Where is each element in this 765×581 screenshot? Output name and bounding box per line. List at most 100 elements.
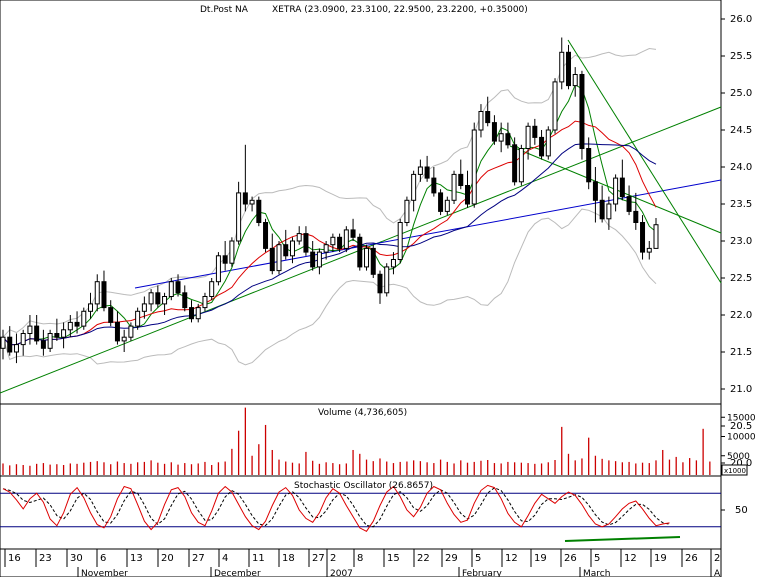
date-tick-label: 29 — [445, 553, 458, 564]
candle-body — [626, 196, 632, 212]
candle-body — [276, 244, 282, 272]
candle-body — [323, 244, 329, 253]
period-label: November — [81, 569, 128, 577]
candle-body — [215, 255, 221, 283]
candle-body — [646, 247, 652, 253]
candle-body — [263, 222, 269, 249]
candle-body — [34, 325, 40, 342]
candle-body — [364, 247, 370, 268]
candle-body — [586, 148, 592, 183]
candle-body — [640, 222, 646, 253]
candle-body — [195, 307, 201, 320]
candle-body — [471, 129, 477, 205]
candle-body — [88, 303, 94, 312]
price-tick-label: 23.5 — [730, 199, 752, 210]
candle-body — [128, 325, 134, 338]
candle-body — [431, 177, 437, 194]
candle-body — [458, 173, 464, 186]
price-axis: 20.0 20.5 21.0 21.5 22.0 22.5 23.0 23.5 24.0 24.5… — [721, 14, 752, 469]
candle-body — [592, 181, 598, 201]
price-tick-label: 22.5 — [730, 273, 752, 284]
candle-body — [545, 129, 551, 157]
candle-body — [236, 192, 242, 242]
moving-average-12 — [2, 120, 657, 346]
candle-body — [81, 310, 87, 327]
date-axis: 16 23 30 6 13 20 27 4 11 18 27 2 8 15 22 29 5 12 19 26 5 12 19… — [4, 549, 721, 579]
candle-body — [491, 122, 497, 142]
date-tick-label: 16 — [8, 553, 21, 564]
oscillator-tick-label: 50 — [735, 505, 748, 516]
candle-body — [390, 259, 396, 268]
price-tick-label: 25.5 — [730, 51, 752, 62]
candle-body — [485, 111, 491, 124]
candle-body — [451, 173, 457, 201]
candle-body — [424, 166, 430, 179]
candle-body — [256, 199, 262, 224]
candle-body — [289, 240, 295, 257]
candle-body — [370, 247, 376, 275]
date-tick-label: 2 — [714, 553, 720, 564]
candle-body — [337, 236, 343, 249]
date-tick-label: 15 — [387, 553, 400, 564]
candle-body — [525, 125, 531, 150]
price-tick-label: 23.0 — [730, 236, 752, 247]
candle-body — [417, 166, 423, 175]
candle-body — [552, 81, 558, 131]
trendlines — [0, 39, 722, 394]
candle-body — [350, 229, 356, 238]
bollinger-upper-band — [2, 47, 657, 338]
candle-body — [411, 173, 417, 201]
candle-body — [532, 125, 538, 138]
price-tick-label: 20.0 — [730, 458, 752, 469]
volume-tick-label: 15000 — [727, 413, 756, 423]
period-label: 2007 — [330, 569, 353, 577]
candle-body — [108, 307, 114, 323]
candle-body — [377, 273, 383, 294]
candle-body — [613, 177, 619, 205]
candle-body — [579, 74, 585, 149]
candle-body — [114, 321, 120, 342]
bollinger-bands — [2, 47, 657, 366]
candle-body — [518, 148, 524, 183]
period-label: A — [714, 569, 721, 577]
candle-body — [303, 233, 309, 253]
volume-title: Volume (4,736,605) — [318, 408, 407, 418]
date-tick-label: 19 — [654, 553, 667, 564]
candle-body — [559, 51, 565, 83]
date-tick-label: 22 — [417, 553, 430, 564]
price-tick-label: 21.5 — [730, 347, 752, 358]
date-tick-label: 5 — [594, 553, 600, 564]
candle-body — [202, 296, 208, 309]
chart-title: Dt.Post NA — [200, 5, 249, 15]
stochastic-oscillator — [0, 484, 721, 532]
candle-body — [94, 281, 100, 305]
price-tick-label: 24.0 — [730, 162, 752, 173]
date-tick-label: 30 — [70, 553, 83, 564]
candle-body — [249, 199, 255, 205]
volume-tick-label: 5000 — [727, 452, 750, 462]
candle-body — [465, 185, 471, 205]
price-tick-label: 25.0 — [730, 88, 752, 99]
candle-body — [101, 281, 107, 309]
candle-body — [444, 199, 450, 212]
candle-body — [54, 333, 60, 338]
candle-body — [316, 251, 322, 268]
candle-body — [296, 233, 302, 242]
date-tick-label: 2 — [330, 553, 336, 564]
date-tick-label: 27 — [312, 553, 325, 564]
candle-body — [539, 136, 545, 157]
candle-body — [283, 244, 289, 257]
date-tick-label: 26 — [685, 553, 698, 564]
candle-body — [182, 292, 188, 309]
moving-average-24 — [2, 143, 657, 346]
candle-body — [653, 224, 659, 249]
candle-body — [168, 281, 174, 298]
candle-body — [384, 266, 390, 294]
candle-body — [148, 292, 154, 305]
date-tick-label: 18 — [282, 553, 295, 564]
date-tick-label: 8 — [357, 553, 363, 564]
date-tick-label: 13 — [130, 553, 143, 564]
oscillator-trendline — [564, 536, 681, 542]
candle-body — [155, 292, 161, 305]
